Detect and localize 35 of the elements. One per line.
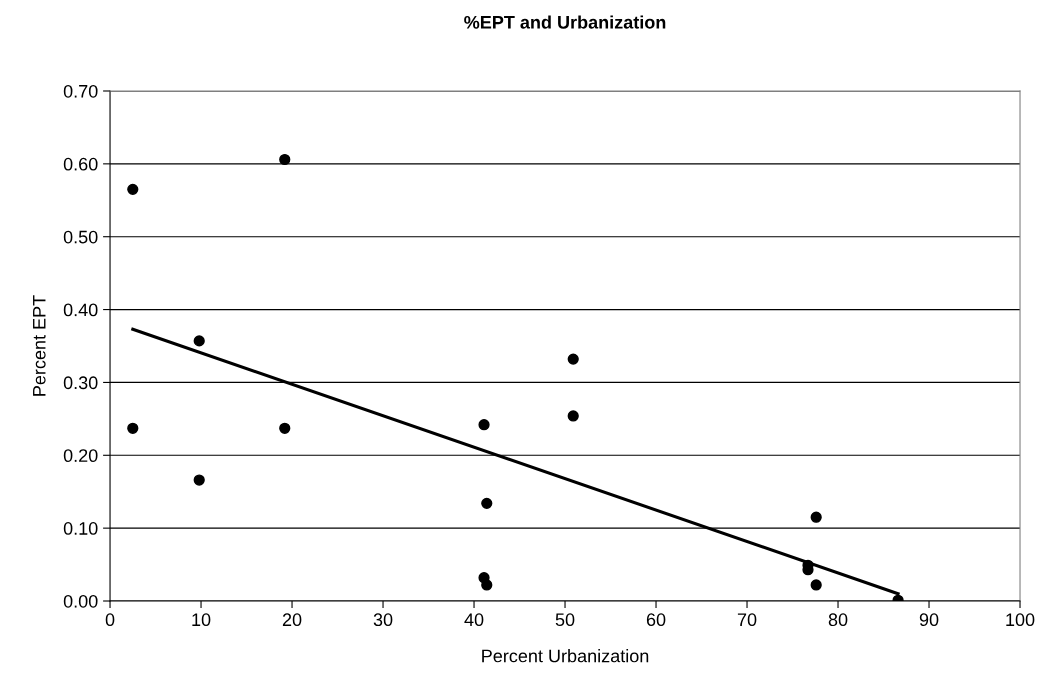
- y-tick-label: 0.00: [63, 594, 98, 608]
- y-tick-label: 0.20: [63, 449, 98, 463]
- x-tick-label: 0: [105, 613, 115, 627]
- x-tick-label: 10: [192, 613, 211, 627]
- point: [481, 497, 493, 509]
- y-tick-label: 0.60: [63, 157, 98, 171]
- y-axis-title: Percent EPT: [33, 295, 46, 396]
- point: [478, 419, 490, 431]
- x-tick-label: 90: [919, 613, 939, 627]
- x-tick-label: 60: [646, 613, 666, 627]
- x-tick-label: 80: [828, 613, 848, 627]
- x-axis-title: Percent Urbanization: [482, 649, 649, 663]
- point: [810, 579, 822, 591]
- x-tick-label: 50: [555, 613, 575, 627]
- point: [279, 153, 291, 166]
- point: [279, 422, 291, 434]
- point: [810, 511, 822, 523]
- y-tick-label: 0.40: [63, 303, 98, 317]
- point: [567, 353, 579, 365]
- y-tick-label: 0.30: [63, 376, 98, 390]
- y-tick-label: 0.70: [63, 84, 98, 98]
- point: [193, 474, 205, 486]
- point: [127, 183, 139, 195]
- chart-title: %EPT and Urbanization: [464, 15, 666, 29]
- point: [481, 579, 493, 591]
- y-tick-label: 0.50: [63, 230, 98, 244]
- x-tick-label: 40: [464, 613, 484, 627]
- point: [127, 422, 139, 434]
- x-tick-label: 30: [373, 613, 393, 627]
- point: [193, 335, 205, 347]
- x-tick-label: 20: [282, 613, 302, 627]
- point: [567, 410, 579, 422]
- x-tick-label: 100: [1006, 613, 1035, 627]
- y-tick-label: 0.10: [63, 522, 98, 535]
- x-tick-label: 70: [737, 613, 757, 627]
